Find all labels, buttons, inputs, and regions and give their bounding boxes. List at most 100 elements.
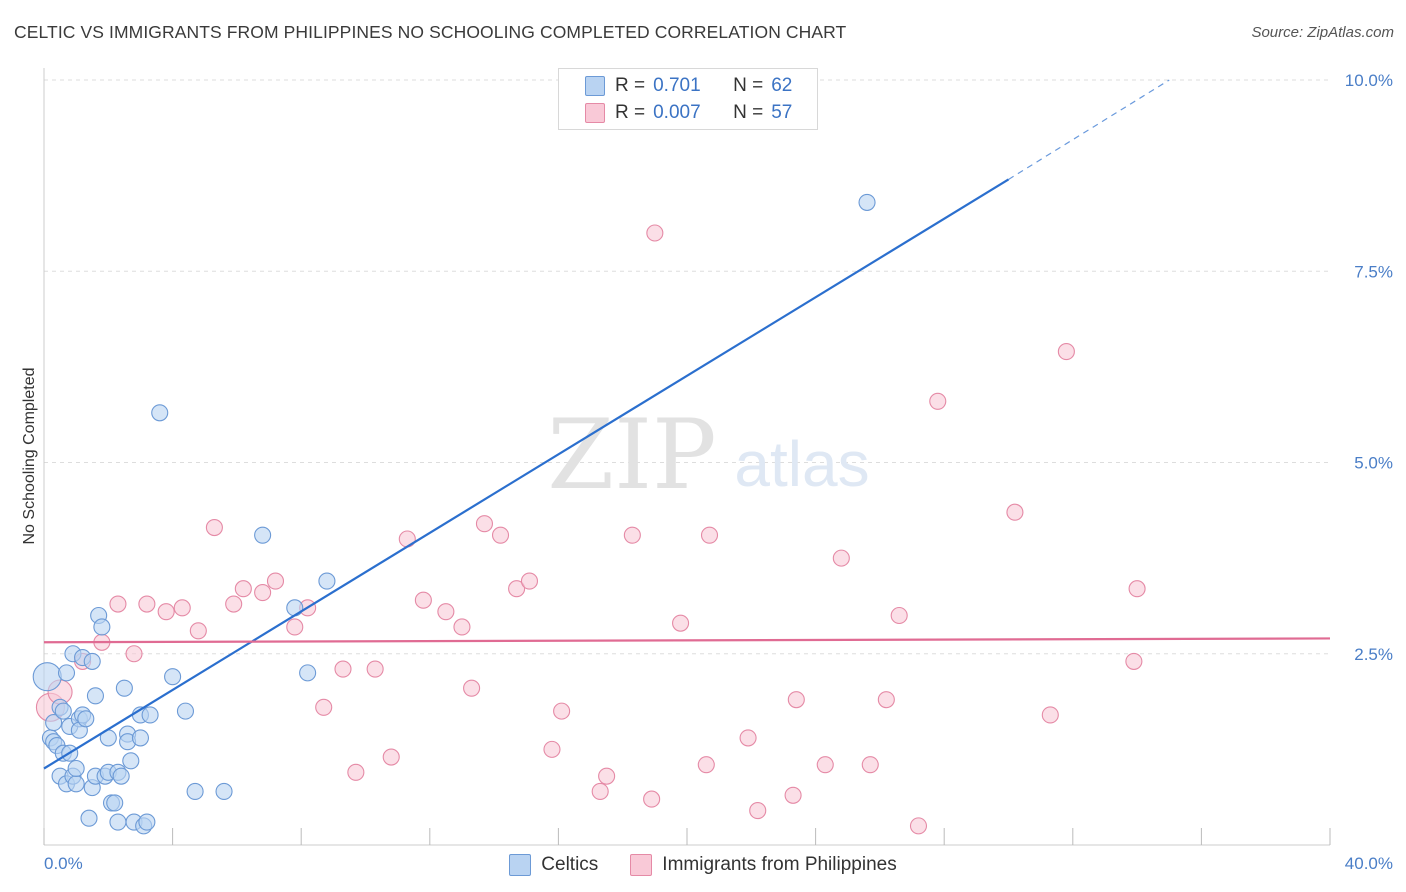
philippines-point [787,691,805,709]
celtic-point [67,759,85,778]
philippines-point [697,756,715,774]
philippines-point [1041,706,1059,724]
philippines-point [508,580,526,598]
data-points [32,193,1146,835]
y-tick-label: 2.5% [1354,645,1393,664]
y-axis-label: No Schooling Completed [21,368,38,545]
legend-label-philippines: Immigrants from Philippines [662,854,897,875]
celtic-point [109,813,127,831]
philippines-point [1057,343,1075,361]
celtic-point [83,652,101,670]
philippines-point [1006,503,1024,521]
philippines-point [1125,652,1143,670]
philippines-point [909,817,928,835]
philippines-point [225,595,243,613]
philippines-point [205,518,223,537]
watermark-zip: ZIP [547,399,716,511]
y-tick-label: 7.5% [1354,262,1393,281]
celtic-point [106,794,124,812]
legend-n-value: 57 [771,102,793,123]
legend-label-celtics: Celtics [541,854,599,875]
x-tick-label: 40.0% [1345,854,1393,873]
philippines-point [398,530,416,548]
celtic-point [286,599,304,617]
philippines-point [453,618,471,636]
philippines-point [929,392,947,410]
philippines-point [491,526,510,544]
philippines-point [254,583,272,602]
x-tick-label: 0.0% [44,854,83,873]
legend-row-celtic: R = 0.701 N = 62 [585,73,792,99]
philippines-point [598,767,616,785]
grid-lines [44,79,1330,655]
philippines-point [861,756,879,774]
celtic-point [151,404,169,422]
celtic-point [141,706,159,724]
philippines-point [437,603,455,621]
celtic-swatch [509,854,532,876]
philippines-point [286,618,304,636]
philippines-point [784,786,802,804]
celtic-swatch [585,76,605,96]
philippines-point [189,622,207,640]
celtic-point [115,679,133,697]
legend-item-celtics[interactable]: Celtics [509,854,598,876]
y-tick-label: 5.0% [1354,454,1393,473]
philippines-point [816,756,834,774]
y-tick-label: 10.0% [1345,71,1393,90]
legend-item-philippines[interactable]: Immigrants from Philippines [630,854,897,876]
celtic-point [215,782,233,801]
source-label: Source: ZipAtlas.com [1251,24,1394,41]
celtic-point [80,809,98,827]
series-legend: Celtics Immigrants from Philippines [0,852,1406,878]
celtic-trend-line [43,178,1010,770]
philippines-swatch [585,103,605,123]
legend-r-label: R = [615,75,646,96]
celtic-point [299,664,317,682]
legend-row-philippines: R = 0.007 N = 57 [585,100,792,126]
philippines-point [890,606,908,625]
philippines-point [623,526,641,544]
philippines-point [125,645,143,663]
celtic-point [186,782,204,801]
celtic-point [122,752,140,770]
philippines-point [463,679,481,697]
legend-r-label: R = [615,102,646,123]
philippines-point [157,603,175,621]
philippines-point [382,748,400,766]
celtic-point [164,668,182,686]
legend-r-value: 0.007 [653,102,701,123]
legend-r-value: 0.701 [653,75,701,96]
philippines-point [832,549,850,567]
celtic-trend-extension [1008,79,1170,180]
philippines-point [520,572,539,590]
celtic-point [86,687,104,705]
legend-n-value: 62 [771,75,793,96]
philippines-point [109,595,127,613]
philippines-point [1128,580,1146,598]
celtic-point [93,618,111,636]
philippines-trend-line [43,637,1331,644]
celtic-point [858,193,876,211]
watermark-atlas: atlas [734,428,869,500]
celtic-point [138,813,156,831]
axis-labels: No Schooling Completed 2.5% 5.0% 7.5% 10.0%… [21,71,1393,873]
philippines-point [347,763,365,781]
philippines-point [591,782,609,801]
philippines-point [414,591,432,609]
philippines-point [315,698,333,716]
celtic-point [67,775,85,793]
chart-title: CELTIC VS IMMIGRANTS FROM PHILIPPINES NO… [14,22,847,42]
legend-n-label: N = [733,75,764,96]
celtic-point [32,662,62,692]
celtic-point [77,710,95,728]
philippines-point [334,660,352,678]
celtic-point [131,729,149,747]
celtic-point [176,702,195,720]
celtic-point [45,714,63,732]
philippines-point [543,740,561,758]
philippines-point [672,614,690,632]
philippines-point [700,526,719,544]
celtic-point [54,702,72,720]
